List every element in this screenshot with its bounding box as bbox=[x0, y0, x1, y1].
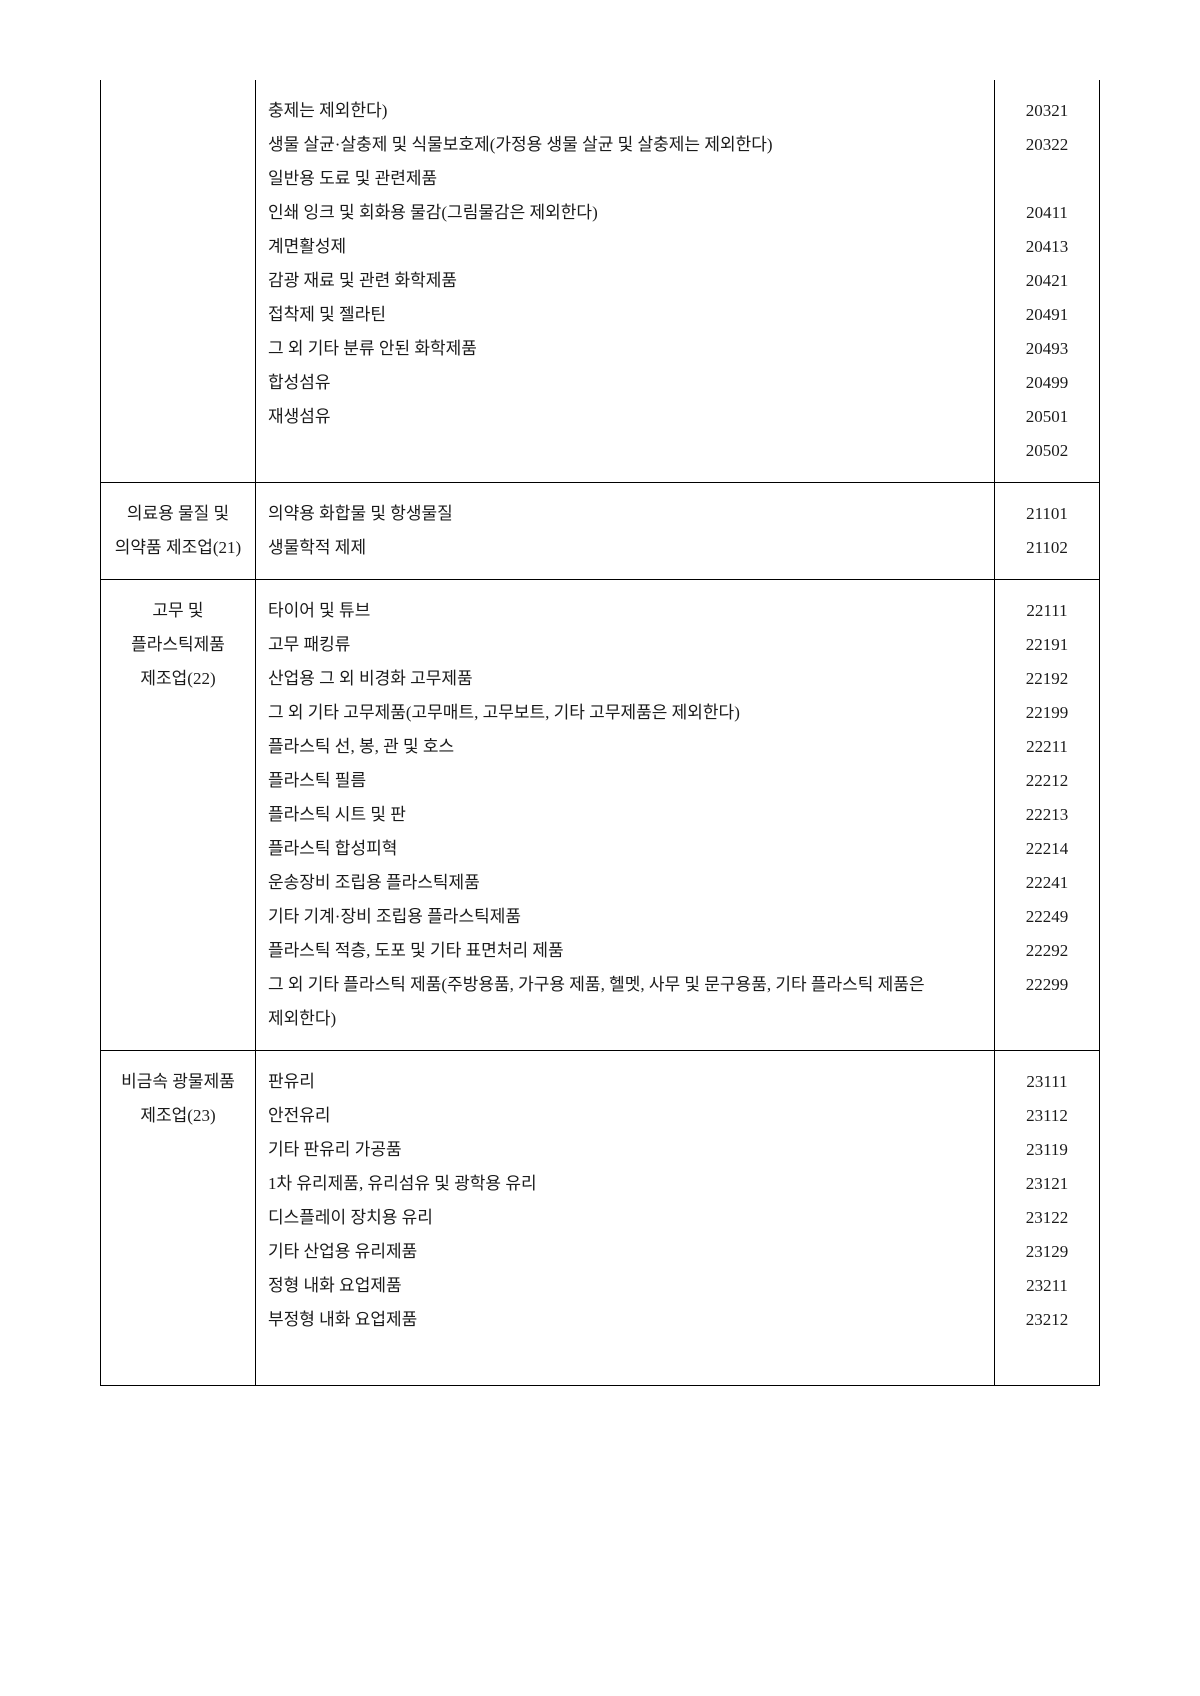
category-cell bbox=[101, 80, 256, 483]
description-line: 1차 유리제품, 유리섬유 및 광학용 유리 bbox=[268, 1167, 984, 1201]
code-line: 23122 bbox=[1005, 1201, 1089, 1235]
description-line bbox=[268, 1337, 984, 1371]
code-line bbox=[1005, 162, 1089, 196]
code-line: 21102 bbox=[1005, 531, 1089, 565]
code-line: 22211 bbox=[1005, 730, 1089, 764]
code-cell: 2110121102 bbox=[995, 483, 1100, 580]
code-cell: 2211122191221922219922211222122221322214… bbox=[995, 580, 1100, 1051]
description-line: 플라스틱 선, 봉, 관 및 호스 bbox=[268, 730, 984, 764]
code-line: 20493 bbox=[1005, 332, 1089, 366]
table-row: 충제는 제외한다)생물 살균·살충제 및 식물보호제(가정용 생물 살균 및 살… bbox=[101, 80, 1100, 483]
description-line: 기타 판유리 가공품 bbox=[268, 1133, 984, 1167]
code-line: 22192 bbox=[1005, 662, 1089, 696]
description-line: 감광 재료 및 관련 화학제품 bbox=[268, 264, 984, 298]
table-row: 의료용 물질 및 의약품 제조업(21)의약용 화합물 및 항생물질생물학적 제… bbox=[101, 483, 1100, 580]
code-line: 20321 bbox=[1005, 94, 1089, 128]
code-line: 20411 bbox=[1005, 196, 1089, 230]
code-line bbox=[1005, 1337, 1089, 1371]
description-line: 플라스틱 합성피혁 bbox=[268, 832, 984, 866]
code-line: 20413 bbox=[1005, 230, 1089, 264]
description-cell: 충제는 제외한다)생물 살균·살충제 및 식물보호제(가정용 생물 살균 및 살… bbox=[256, 80, 995, 483]
description-line: 판유리 bbox=[268, 1065, 984, 1099]
code-line: 22191 bbox=[1005, 628, 1089, 662]
description-cell: 판유리안전유리기타 판유리 가공품1차 유리제품, 유리섬유 및 광학용 유리디… bbox=[256, 1051, 995, 1386]
code-line: 20499 bbox=[1005, 366, 1089, 400]
description-line: 기타 산업용 유리제품 bbox=[268, 1235, 984, 1269]
code-cell: 2311123112231192312123122231292321123212 bbox=[995, 1051, 1100, 1386]
code-line: 21101 bbox=[1005, 497, 1089, 531]
category-cell: 고무 및 플라스틱제품 제조업(22) bbox=[101, 580, 256, 1051]
description-line: 기타 기계·장비 조립용 플라스틱제품 bbox=[268, 900, 984, 934]
code-line: 23112 bbox=[1005, 1099, 1089, 1133]
code-line: 23119 bbox=[1005, 1133, 1089, 1167]
description-line: 그 외 기타 고무제품(고무매트, 고무보트, 기타 고무제품은 제외한다) bbox=[268, 696, 984, 730]
description-line: 그 외 기타 분류 안된 화학제품 bbox=[268, 332, 984, 366]
table-row: 비금속 광물제품 제조업(23)판유리안전유리기타 판유리 가공품1차 유리제품… bbox=[101, 1051, 1100, 1386]
description-line: 플라스틱 필름 bbox=[268, 764, 984, 798]
description-line: 고무 패킹류 bbox=[268, 628, 984, 662]
code-line: 22111 bbox=[1005, 594, 1089, 628]
description-line: 충제는 제외한다) bbox=[268, 94, 984, 128]
description-line: 인쇄 잉크 및 회화용 물감(그림물감은 제외한다) bbox=[268, 196, 984, 230]
description-cell: 타이어 및 튜브고무 패킹류산업용 그 외 비경화 고무제품그 외 기타 고무제… bbox=[256, 580, 995, 1051]
description-line: 운송장비 조립용 플라스틱제품 bbox=[268, 866, 984, 900]
description-line: 디스플레이 장치용 유리 bbox=[268, 1201, 984, 1235]
table-row: 고무 및 플라스틱제품 제조업(22)타이어 및 튜브고무 패킹류산업용 그 외… bbox=[101, 580, 1100, 1051]
description-line: 타이어 및 튜브 bbox=[268, 594, 984, 628]
code-line: 22241 bbox=[1005, 866, 1089, 900]
classification-table: 충제는 제외한다)생물 살균·살충제 및 식물보호제(가정용 생물 살균 및 살… bbox=[100, 80, 1100, 1386]
description-line: 생물학적 제제 bbox=[268, 531, 984, 565]
category-cell: 비금속 광물제품 제조업(23) bbox=[101, 1051, 256, 1386]
code-line: 22213 bbox=[1005, 798, 1089, 832]
description-line: 산업용 그 외 비경화 고무제품 bbox=[268, 662, 984, 696]
description-line: 플라스틱 시트 및 판 bbox=[268, 798, 984, 832]
code-line: 22212 bbox=[1005, 764, 1089, 798]
description-line: 접착제 및 젤라틴 bbox=[268, 298, 984, 332]
code-line: 22292 bbox=[1005, 934, 1089, 968]
category-cell: 의료용 물질 및 의약품 제조업(21) bbox=[101, 483, 256, 580]
description-line: 정형 내화 요업제품 bbox=[268, 1269, 984, 1303]
code-line: 22249 bbox=[1005, 900, 1089, 934]
description-line: 재생섬유 bbox=[268, 400, 984, 434]
description-line: 그 외 기타 플라스틱 제품(주방용품, 가구용 제품, 헬멧, 사무 및 문구… bbox=[268, 968, 984, 1036]
description-line: 합성섬유 bbox=[268, 366, 984, 400]
code-cell: 2032120322 20411204132042120491204932049… bbox=[995, 80, 1100, 483]
code-line: 20491 bbox=[1005, 298, 1089, 332]
code-line: 20421 bbox=[1005, 264, 1089, 298]
description-line: 계면활성제 bbox=[268, 230, 984, 264]
description-line: 생물 살균·살충제 및 식물보호제(가정용 생물 살균 및 살충제는 제외한다) bbox=[268, 128, 984, 162]
description-line: 플라스틱 적층, 도포 및 기타 표면처리 제품 bbox=[268, 934, 984, 968]
description-cell: 의약용 화합물 및 항생물질생물학적 제제 bbox=[256, 483, 995, 580]
description-line: 안전유리 bbox=[268, 1099, 984, 1133]
description-line: 의약용 화합물 및 항생물질 bbox=[268, 497, 984, 531]
code-line: 23111 bbox=[1005, 1065, 1089, 1099]
description-line: 부정형 내화 요업제품 bbox=[268, 1303, 984, 1337]
code-line: 22299 bbox=[1005, 968, 1089, 1036]
description-line: 일반용 도료 및 관련제품 bbox=[268, 162, 984, 196]
code-line: 23129 bbox=[1005, 1235, 1089, 1269]
code-line: 23211 bbox=[1005, 1269, 1089, 1303]
description-line bbox=[268, 434, 984, 468]
code-line: 20502 bbox=[1005, 434, 1089, 468]
code-line: 20322 bbox=[1005, 128, 1089, 162]
code-line: 22199 bbox=[1005, 696, 1089, 730]
code-line: 20501 bbox=[1005, 400, 1089, 434]
code-line: 23121 bbox=[1005, 1167, 1089, 1201]
code-line: 22214 bbox=[1005, 832, 1089, 866]
code-line: 23212 bbox=[1005, 1303, 1089, 1337]
